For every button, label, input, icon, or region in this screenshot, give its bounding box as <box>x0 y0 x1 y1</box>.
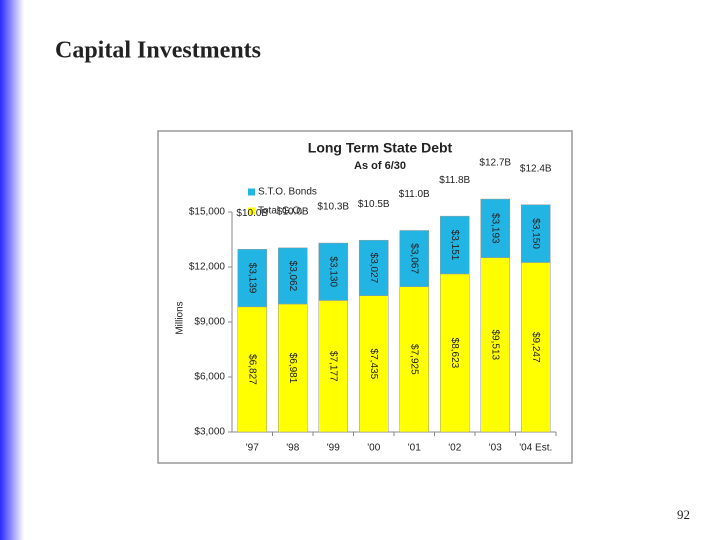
bar-segment <box>521 262 551 433</box>
total-label: $10.5B <box>358 199 390 210</box>
total-label: $10.3B <box>317 202 349 213</box>
legend-swatch <box>248 207 255 215</box>
x-tick-label: '99 <box>327 443 340 454</box>
y-tick-label: $6,000 <box>194 372 225 383</box>
total-label: $10.0B <box>236 208 268 219</box>
bar-segment <box>359 239 389 296</box>
legend-label: S.T.O. Bonds <box>258 187 317 198</box>
x-tick-label: '01 <box>408 443 421 454</box>
value-label: $6,827 <box>247 354 258 385</box>
value-label: $3,193 <box>490 213 501 244</box>
y-axis-label: Millions <box>175 301 186 334</box>
value-label: $3,139 <box>247 263 258 294</box>
bar-segment <box>440 273 470 433</box>
x-tick-label: '02 <box>448 443 461 454</box>
page-number: 92 <box>677 507 690 522</box>
bar-segment <box>278 303 308 433</box>
x-tick-label: '98 <box>286 443 299 454</box>
x-tick-label: '00 <box>367 443 380 454</box>
x-tick-label: '04 Est. <box>519 443 552 454</box>
bar-segment <box>480 257 510 433</box>
total-label: $11.8B <box>439 175 470 186</box>
bar-segment <box>521 204 551 263</box>
bar-segment <box>440 215 470 275</box>
value-label: $9,513 <box>490 330 501 361</box>
value-label: $7,435 <box>368 349 379 380</box>
x-tick-label: '03 <box>489 443 502 454</box>
bar-segment <box>318 300 348 433</box>
bar-segment <box>237 249 267 308</box>
value-label: $9,247 <box>530 332 541 363</box>
value-label: $7,177 <box>328 351 339 382</box>
value-label: $3,062 <box>287 261 298 292</box>
y-tick-label: $15,000 <box>189 207 226 218</box>
legend-label: Total G.O. <box>258 206 303 217</box>
value-label: $3,130 <box>328 256 339 287</box>
chart-title: Long Term State Debt <box>308 140 453 156</box>
bar-segment <box>359 295 389 433</box>
slide-title: Capital Investments <box>55 38 261 64</box>
x-tick-label: '97 <box>246 443 259 454</box>
y-tick-label: $12,000 <box>189 262 226 273</box>
bar-segment <box>278 247 308 305</box>
total-label: $12.4B <box>520 163 552 174</box>
bar-segment <box>399 286 429 433</box>
y-tick-label: $9,000 <box>194 317 225 328</box>
total-label: $11.0B <box>399 189 430 200</box>
bar-segment <box>318 242 348 301</box>
legend-swatch <box>248 188 255 196</box>
total-label: $10.0B <box>277 207 309 218</box>
value-label: $7,925 <box>409 344 420 375</box>
chart-subtitle: As of 6/30 <box>354 160 406 172</box>
value-label: $3,151 <box>449 230 460 261</box>
bar-segment <box>480 198 510 258</box>
value-label: $3,027 <box>368 253 379 284</box>
value-label: $3,067 <box>409 243 420 274</box>
total-label: $12.7B <box>479 158 511 169</box>
value-label: $8,623 <box>449 338 460 369</box>
value-label: $6,981 <box>287 353 298 384</box>
bar-segment <box>237 306 267 433</box>
value-label: $3,150 <box>530 218 541 249</box>
side-bar <box>0 0 24 540</box>
bar-segment <box>399 230 429 287</box>
y-tick-label: $3,000 <box>194 427 225 438</box>
